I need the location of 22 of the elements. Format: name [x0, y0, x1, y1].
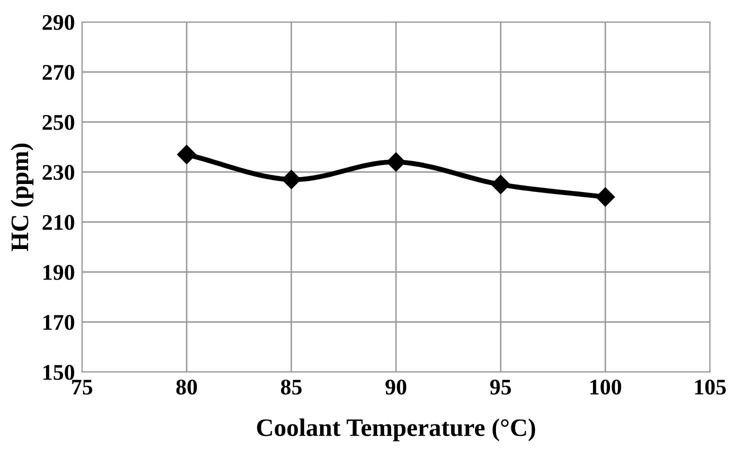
- x-tick-label: 75: [72, 380, 92, 395]
- point: [282, 170, 301, 190]
- y-tick-label: 210: [42, 214, 74, 230]
- x-tick-label: 80: [176, 380, 197, 395]
- y-axis-title: HC (ppm): [10, 144, 34, 252]
- x-tick-label: 85: [280, 380, 302, 395]
- y-tick-label: 290: [42, 14, 74, 30]
- point: [596, 187, 615, 207]
- x-tick-label: 95: [490, 380, 511, 395]
- y-tick-label: 190: [44, 264, 74, 280]
- y-tick-label: 270: [42, 64, 74, 80]
- y-tick-label: 150: [44, 364, 74, 380]
- x-tick-label: 90: [385, 380, 406, 395]
- y-tick-label: 230: [42, 164, 74, 180]
- x-axis-title: Coolant Temperature (°C): [257, 418, 536, 442]
- point: [386, 152, 406, 172]
- y-tick-label: 250: [42, 114, 74, 130]
- point: [177, 144, 196, 164]
- y-tick-label: 170: [44, 314, 74, 330]
- point: [491, 174, 510, 194]
- x-tick-label: 105: [695, 380, 726, 395]
- x-tick-label: 100: [590, 380, 622, 395]
